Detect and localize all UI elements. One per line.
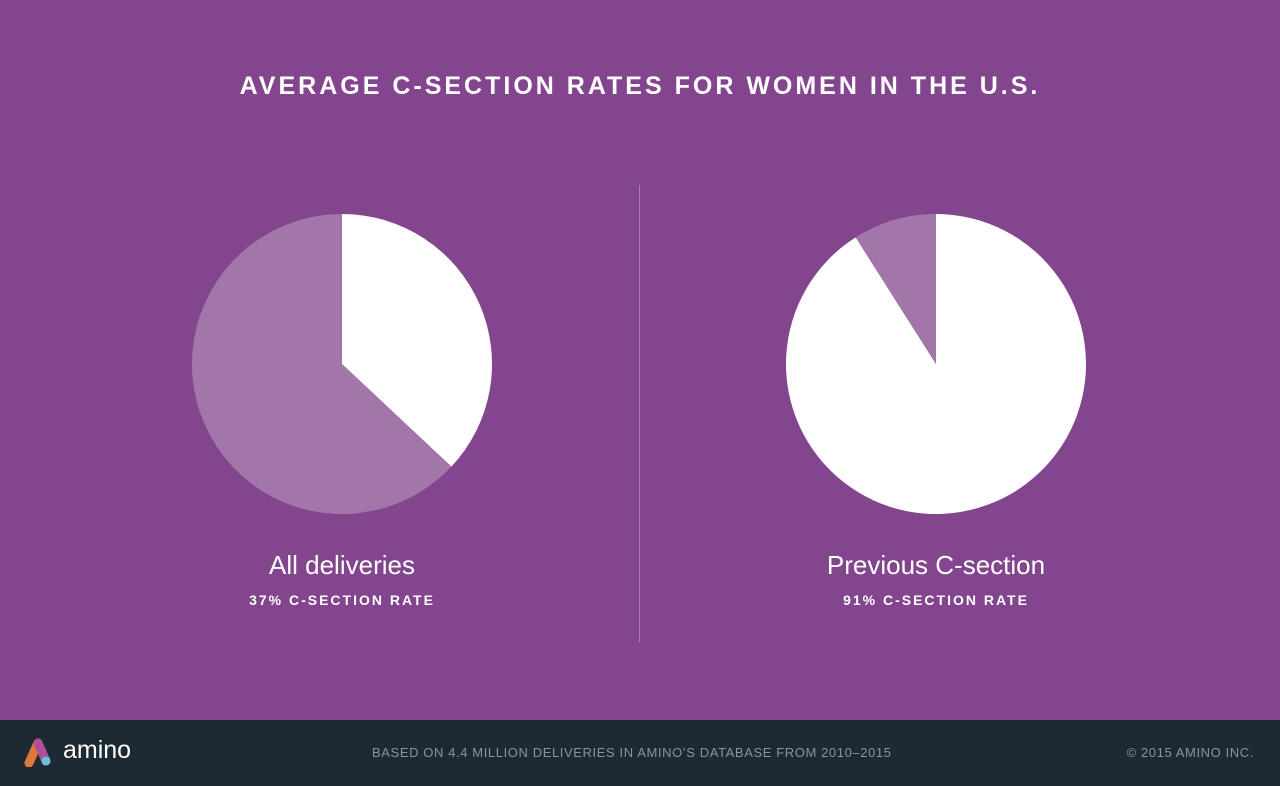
source-note: BASED ON 4.4 MILLION DELIVERIES IN AMINO…: [372, 745, 892, 760]
pie-slice-other: [192, 214, 452, 515]
chart-area: AVERAGE C-SECTION RATES FOR WOMEN IN THE…: [0, 0, 1280, 720]
footer: amino BASED ON 4.4 MILLION DELIVERIES IN…: [0, 720, 1280, 786]
divider: [639, 185, 640, 642]
copyright: © 2015 AMINO INC.: [1126, 745, 1254, 760]
pie-label-previous: Previous C-section: [826, 550, 1046, 580]
pie-sublabel-previous: 91% C-SECTION RATE: [843, 592, 1029, 608]
brand-name: amino: [63, 736, 132, 764]
pie-slice-other: [855, 214, 936, 364]
chart-title: AVERAGE C-SECTION RATES FOR WOMEN IN THE…: [239, 72, 1041, 100]
pie-label-all: All deliveries: [269, 550, 415, 580]
pie-slice-c-section: [786, 214, 1087, 515]
pie-sublabel-all: 37% C-SECTION RATE: [249, 592, 435, 608]
pie-charts: [192, 214, 1087, 515]
amino-logo-icon: [24, 738, 51, 767]
pie-slice-c-section: [342, 214, 493, 467]
